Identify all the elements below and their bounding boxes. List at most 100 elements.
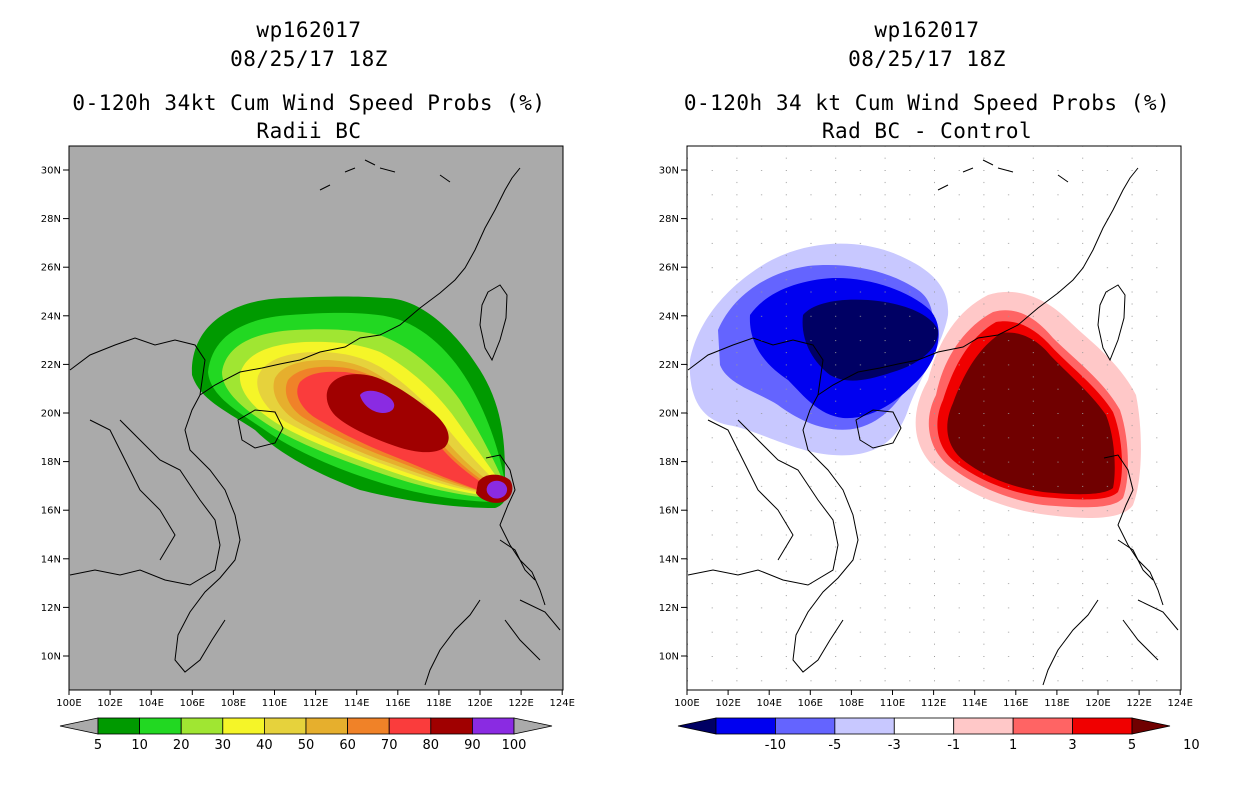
- vietnam-coast: [174, 394, 241, 673]
- right-lat-labels: 30N 28N 26N 24N 22N 20N 18N 16N 14N 12N 10N: [659, 166, 687, 663]
- lat-label: 12N: [41, 603, 61, 614]
- colorbar-label: 20: [173, 738, 190, 753]
- lat-label: 10N: [659, 652, 679, 663]
- colorbar-label: 90: [464, 738, 481, 753]
- colorbar-label: -5: [828, 738, 841, 753]
- lat-label: 20N: [659, 409, 679, 420]
- contour-80: [326, 374, 449, 453]
- lon-label: 106E: [798, 698, 823, 709]
- colorbar-label: 40: [256, 738, 273, 753]
- colorbar-right-arrow: [1131, 717, 1171, 735]
- right-lon-labels: 100E 102E 104E 106E 108E 110E 112E 114E 116E 118E…: [674, 690, 1193, 709]
- colorbar-label: 10: [131, 738, 148, 753]
- lon-label: 114E: [344, 698, 369, 709]
- lat-label: 30N: [41, 166, 61, 177]
- colorbar-label: 50: [298, 738, 315, 753]
- left-subtitle: Radii BC: [256, 119, 362, 143]
- right-storm-id: wp162017: [874, 18, 980, 42]
- colorbar-label: 70: [381, 738, 398, 753]
- colorbar-swatch: [471, 717, 515, 735]
- lat-label: 22N: [41, 360, 61, 371]
- lon-label: 116E: [385, 698, 410, 709]
- colorbar-swatch: [139, 717, 182, 735]
- left-probability-contours: [191, 296, 513, 508]
- right-title: 0-120h 34 kt Cum Wind Speed Probs (%): [683, 91, 1171, 115]
- colorbar-left-arrow: [677, 717, 717, 735]
- right-colorbar: -10 -5 -3 -1 1 3 5 10: [677, 717, 1200, 753]
- colorbar-label: 100: [502, 738, 527, 753]
- colorbar-swatch: [180, 717, 224, 735]
- lat-label: 24N: [659, 311, 679, 322]
- lon-label: 110E: [262, 698, 287, 709]
- colorbar-label: 5: [94, 738, 102, 753]
- lon-label: 114E: [962, 698, 987, 709]
- lat-label: 26N: [659, 263, 679, 274]
- lon-label: 108E: [839, 698, 864, 709]
- colorbar-label: 80: [423, 738, 440, 753]
- colorbar-label: 60: [339, 738, 356, 753]
- lon-label: 118E: [1044, 698, 1069, 709]
- lat-label: 28N: [41, 214, 61, 225]
- lon-label: 124E: [549, 698, 574, 709]
- lat-label: 12N: [659, 603, 679, 614]
- left-title: 0-120h 34kt Cum Wind Speed Probs (%): [72, 91, 546, 115]
- lon-label: 122E: [1126, 698, 1151, 709]
- hainan: [237, 409, 284, 449]
- colorbar-swatch: [430, 717, 473, 735]
- lon-label: 116E: [1003, 698, 1028, 709]
- left-lon-labels: 100E 102E 104E 106E 108E 110E 112E 114E 116E 118E…: [56, 690, 575, 709]
- left-panel: wp162017 08/25/17 18Z 0-120h 34kt Cum Wi…: [41, 18, 575, 753]
- lon-label: 112E: [921, 698, 946, 709]
- colorbar-swatch: [1012, 717, 1073, 735]
- china-coast: [817, 167, 1139, 396]
- colorbar-swatch: [305, 717, 348, 735]
- left-date: 08/25/17 18Z: [230, 47, 388, 71]
- philippines-luzon: [485, 454, 546, 606]
- colorbar-right-arrow: [513, 717, 553, 735]
- taiwan: [479, 284, 508, 362]
- indochina-borders: [687, 337, 839, 586]
- lat-label: 14N: [659, 554, 679, 565]
- lat-label: 24N: [41, 311, 61, 322]
- left-coastlines: [69, 159, 561, 686]
- left-storm-id: wp162017: [256, 18, 362, 42]
- right-panel: wp162017 08/25/17 18Z 0-120h 34 kt Cum W…: [618, 0, 1236, 800]
- taiwan: [1097, 284, 1126, 362]
- lat-label: 18N: [41, 457, 61, 468]
- lat-label: 16N: [41, 506, 61, 517]
- lat-label: 16N: [659, 506, 679, 517]
- colorbar-swatch: [775, 717, 836, 735]
- colorbar-label: 1: [1009, 738, 1017, 753]
- lon-label: 118E: [426, 698, 451, 709]
- lon-label: 110E: [880, 698, 905, 709]
- lon-label: 104E: [756, 698, 781, 709]
- left-lat-labels: 30N 28N 26N 24N 22N 20N 18N 16N 14N 12N 10N: [41, 166, 69, 663]
- left-colorbar: 5 10 20 30 40 50 60 70 80 90 100: [59, 717, 553, 753]
- contour-90: [360, 390, 395, 413]
- china-coast: [199, 167, 521, 396]
- lat-label: 22N: [659, 360, 679, 371]
- colorbar-swatch: [222, 717, 265, 735]
- lon-label: 102E: [715, 698, 740, 709]
- right-coastlines: [687, 159, 1179, 686]
- colorbar-label: -1: [947, 738, 960, 753]
- colorbar-label: -10: [765, 738, 786, 753]
- lon-label: 108E: [221, 698, 246, 709]
- lon-label: 120E: [467, 698, 492, 709]
- colorbar-swatch: [97, 717, 140, 735]
- lat-label: 26N: [41, 263, 61, 274]
- lon-label: 106E: [180, 698, 205, 709]
- hainan: [855, 409, 902, 449]
- colorbar-swatch: [1072, 717, 1133, 735]
- lat-label: 10N: [41, 652, 61, 663]
- lon-label: 122E: [508, 698, 533, 709]
- colorbar-swatch: [347, 717, 390, 735]
- vietnam-coast: [792, 394, 859, 673]
- right-grid-dots: [687, 146, 1181, 690]
- lat-label: 30N: [659, 166, 679, 177]
- colorbar-swatch: [263, 717, 307, 735]
- colorbar-swatch: [834, 717, 895, 735]
- colorbar-label: -3: [888, 738, 901, 753]
